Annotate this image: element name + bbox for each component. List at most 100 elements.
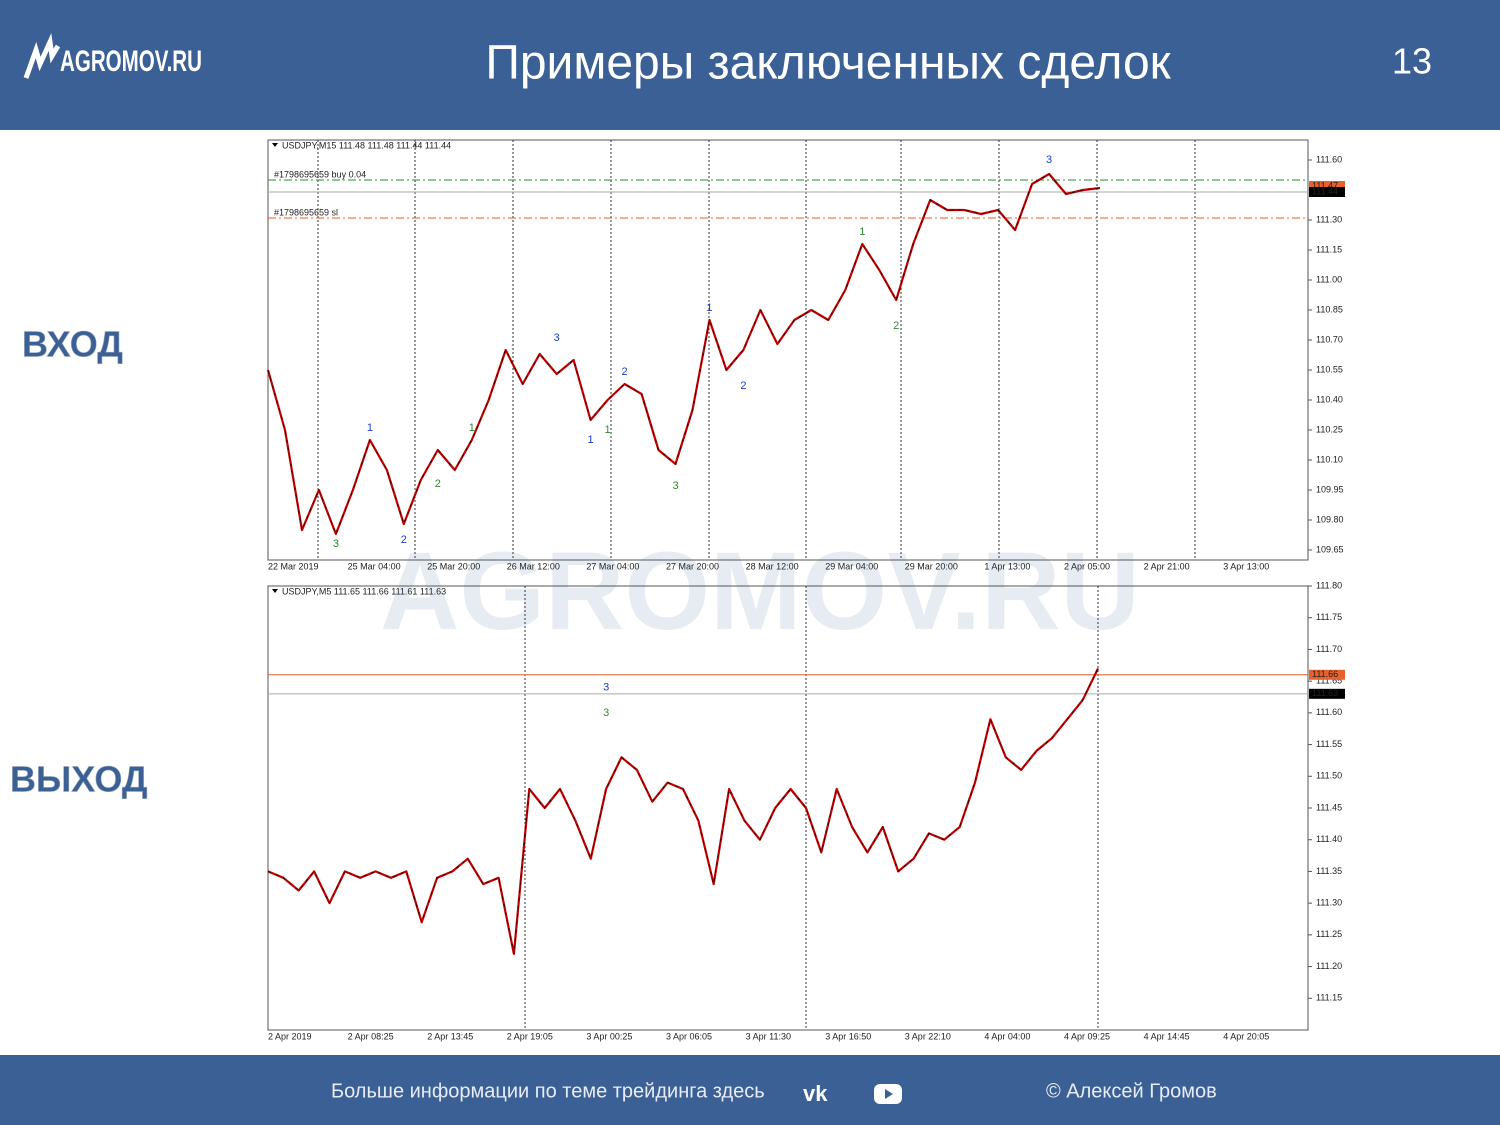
price-line <box>266 172 1101 536</box>
y-tick-label: 111.35 <box>1316 866 1342 876</box>
plot-area <box>267 139 1309 561</box>
y-tick-label: 110.25 <box>1316 424 1343 434</box>
wave-label: 3 <box>672 480 678 492</box>
x-tick-label: 3 Apr 13:00 <box>1223 561 1269 571</box>
x-tick-label: 2 Apr 21:00 <box>1144 561 1190 571</box>
x-tick-label: 25 Mar 04:00 <box>348 561 401 571</box>
x-tick-label: 4 Apr 09:25 <box>1064 1031 1110 1041</box>
y-tick-label: 111.45 <box>1316 802 1342 812</box>
info-arrow <box>272 143 278 147</box>
price-tag <box>1309 181 1345 191</box>
wave-label: 1 <box>605 424 611 436</box>
price-tag-label: 111.47 <box>1312 180 1338 190</box>
wave-label: 1 <box>367 422 373 434</box>
y-tick-label: 111.25 <box>1316 929 1342 939</box>
x-tick-label: 25 Mar 20:00 <box>427 561 480 571</box>
x-tick-label: 22 Mar 2019 <box>268 561 319 571</box>
wave-label: 1 <box>859 226 865 238</box>
wave-label: 1 <box>588 434 594 446</box>
watermark: AGROMOV.RU <box>380 530 1140 653</box>
x-tick-label: 3 Apr 00:25 <box>586 1031 632 1041</box>
plot-area <box>267 585 1309 1031</box>
y-tick-label: 111.15 <box>1316 993 1342 1003</box>
y-tick-label: 111.50 <box>1316 771 1342 781</box>
x-tick-label: 4 Apr 20:05 <box>1223 1031 1269 1041</box>
x-tick-label: 29 Mar 04:00 <box>825 561 878 571</box>
x-tick-label: 2 Apr 05:00 <box>1064 561 1110 571</box>
title: Примеры заключенных сделок <box>485 37 1171 90</box>
page-number: 13 <box>1392 41 1432 82</box>
level-label: #1798695659 sl <box>274 207 338 217</box>
price-tag-label: 111.63 <box>1312 688 1338 698</box>
wave-label: 1 <box>706 302 712 314</box>
x-tick-label: 27 Mar 20:00 <box>666 561 719 571</box>
y-tick-label: 111.15 <box>1316 244 1342 254</box>
y-tick-label: 111.75 <box>1316 612 1342 622</box>
wave-label: 3 <box>1046 154 1052 166</box>
logo: AGROMOV.RU <box>60 45 202 78</box>
footer-author: © Алексей Громов <box>1046 1080 1217 1102</box>
x-tick-label: 3 Apr 06:05 <box>666 1031 712 1041</box>
x-tick-label: 3 Apr 11:30 <box>746 1031 791 1041</box>
y-tick-label: 110.10 <box>1316 454 1343 464</box>
y-tick-label: 109.65 <box>1316 544 1344 554</box>
y-tick-label: 111.20 <box>1316 961 1342 971</box>
x-tick-label: 4 Apr 04:00 <box>984 1031 1030 1041</box>
wave-label: 3 <box>554 332 560 344</box>
x-tick-label: 2 Apr 08:25 <box>348 1031 394 1041</box>
chart-info: USDJPY,M15 111.48 111.48 111.44 111.44 <box>282 140 451 150</box>
x-tick-label: 28 Mar 12:00 <box>746 561 799 571</box>
info-arrow <box>272 589 278 593</box>
x-tick-label: 3 Apr 16:50 <box>825 1031 871 1041</box>
y-tick-label: 111.65 <box>1316 676 1342 686</box>
header <box>0 0 1500 130</box>
logo-icon <box>23 33 61 79</box>
y-tick-label: 109.80 <box>1316 514 1344 524</box>
price-tag <box>1309 187 1345 197</box>
wave-label: 3 <box>333 538 339 550</box>
x-tick-label: 29 Mar 20:00 <box>905 561 958 571</box>
y-tick-label: 111.40 <box>1316 834 1342 844</box>
footer-text: Больше информации по теме трейдинга здес… <box>331 1080 765 1102</box>
x-tick-label: 1 Apr 13:00 <box>984 561 1030 571</box>
x-tick-label: 2 Apr 2019 <box>268 1031 312 1041</box>
price-line-shadow <box>267 668 1099 954</box>
y-tick-label: 111.30 <box>1316 898 1342 908</box>
wave-label: 1 <box>469 422 475 434</box>
label-exit: ВЫХОД <box>10 759 148 800</box>
y-tick-label: 111.55 <box>1316 739 1342 749</box>
wave-label: 2 <box>401 534 407 546</box>
footer <box>0 1055 1500 1125</box>
y-tick-label: 109.95 <box>1316 484 1344 494</box>
price-tag <box>1309 669 1345 680</box>
wave-label: 3 <box>603 681 609 693</box>
y-tick-label: 111.60 <box>1316 154 1342 164</box>
charts: 111.60 111.30 111.15 111.00 110.85 110.70 110.… <box>266 139 1345 1041</box>
x-tick-label: 2 Apr 13:45 <box>427 1031 473 1041</box>
y-tick-label: 111.00 <box>1316 274 1342 284</box>
chart-info: USDJPY,M5 111.65 111.66 111.61 111.63 <box>282 586 446 596</box>
x-tick-label: 26 Mar 12:00 <box>507 561 560 571</box>
y-tick-label: 111.80 <box>1316 580 1342 590</box>
y-tick-label: 111.70 <box>1316 644 1342 654</box>
x-tick-label: 3 Apr 22:10 <box>905 1031 951 1041</box>
youtube-play <box>885 1089 893 1099</box>
vk-icon[interactable]: vk <box>803 1081 828 1106</box>
x-tick-label: 4 Apr 14:45 <box>1144 1031 1190 1041</box>
x-tick-label: 2 Apr 19:05 <box>507 1031 553 1041</box>
price-tag-label: 111.66 <box>1312 669 1338 679</box>
price-tag-label: 111.44 <box>1312 186 1338 196</box>
wave-label: 2 <box>740 380 746 392</box>
y-tick-label: 111.30 <box>1316 214 1342 224</box>
y-tick-label: 110.85 <box>1316 304 1343 314</box>
y-tick-label: 110.55 <box>1316 364 1343 374</box>
y-tick-label: 111.60 <box>1316 707 1342 717</box>
wave-label: 2 <box>893 320 899 332</box>
wave-label: 2 <box>622 366 628 378</box>
y-tick-label: 110.70 <box>1316 334 1343 344</box>
y-tick-label: 110.40 <box>1316 394 1343 404</box>
level-label: #1798695659 buy 0.04 <box>274 169 366 179</box>
x-tick-label: 27 Mar 04:00 <box>586 561 639 571</box>
